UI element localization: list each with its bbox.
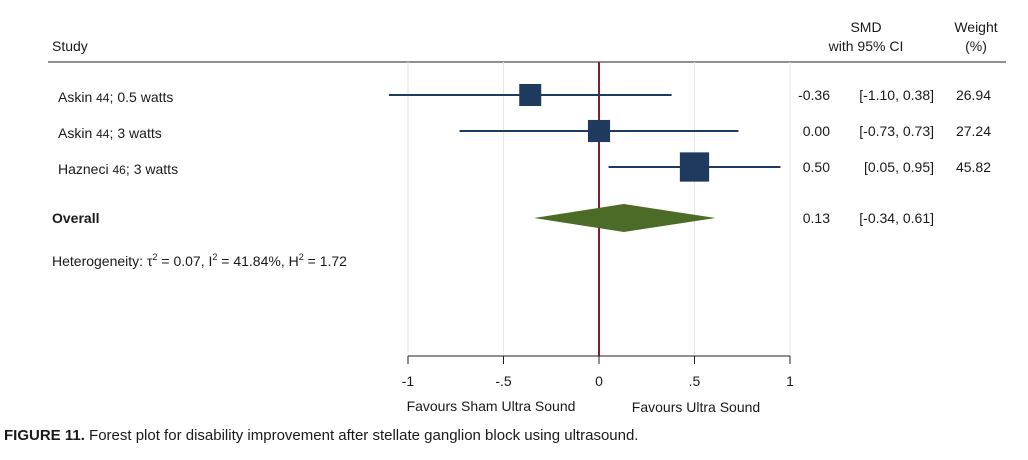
x-tick-label-4: 1 (786, 373, 794, 389)
smd-value-2: 0.50 (803, 159, 830, 175)
marks-layer (388, 84, 781, 232)
forest-plot: Study SMD with 95% CI Weight (%) Askin 4… (48, 19, 1006, 415)
h-squared-value: = 1.72 (304, 253, 347, 269)
x-axis: -1 -.5 0 .5 1 (402, 355, 794, 389)
ci-value-2: [0.05, 0.95] (864, 159, 934, 175)
favours-right-label: Favours Ultra Sound (632, 399, 760, 415)
study-label-0: Askin 44; 0.5 watts (58, 89, 173, 105)
tau-value: = 0.07, (158, 253, 209, 269)
weight-column-header-line1: Weight (954, 19, 997, 35)
study-separator-1: ; (109, 125, 113, 141)
study-marker-0 (519, 84, 542, 106)
figure-caption-label: FIGURE 11. (4, 427, 85, 444)
study-label-2: Hazneci 46; 3 watts (58, 161, 178, 177)
smd-value-0: -0.36 (798, 87, 830, 103)
overall-ci-value: [-0.34, 0.61] (859, 210, 934, 226)
tau-symbol: τ (147, 253, 153, 269)
overall-smd-value: 0.13 (803, 210, 830, 226)
study-name-2: Hazneci (58, 161, 112, 177)
i-squared-symbol: I (208, 253, 212, 269)
x-tick-label-0: -1 (402, 373, 415, 389)
study-separator-0: ; (109, 89, 113, 105)
figure-caption-text: Forest plot for disability improvement a… (84, 427, 639, 444)
h-squared-superscript: 2 (299, 252, 304, 262)
labels-layer: Askin 44; 0.5 watts -0.36 [-1.10, 0.38] 26.9… (52, 87, 991, 226)
x-tick-label-2: 0 (595, 373, 603, 389)
study-detail-0: 0.5 watts (117, 89, 173, 105)
x-tick-label-3: .5 (689, 373, 701, 389)
study-detail-1: 3 watts (117, 125, 161, 141)
i-squared-superscript: 2 (212, 252, 217, 262)
study-reference-1: 44 (96, 127, 110, 141)
study-detail-2: 3 watts (134, 161, 178, 177)
study-name-0: Askin (58, 89, 96, 105)
ci-value-0: [-1.10, 0.38] (859, 87, 934, 103)
weight-value-0: 26.94 (956, 87, 991, 103)
weight-value-1: 27.24 (956, 123, 991, 139)
smd-column-header-line2: with 95% CI (828, 38, 904, 54)
heterogeneity-text: Heterogeneity: τ2 = 0.07, I2 = 41.84%, H… (52, 252, 347, 269)
smd-value-1: 0.00 (803, 123, 830, 139)
figure-caption: FIGURE 11. Forest plot for disability im… (4, 427, 638, 444)
weight-column-header-line2: (%) (965, 38, 987, 54)
weight-value-2: 45.82 (956, 159, 991, 175)
tau-superscript: 2 (152, 252, 157, 262)
study-name-1: Askin (58, 125, 96, 141)
study-separator-2: ; (126, 161, 130, 177)
ci-value-1: [-0.73, 0.73] (859, 123, 934, 139)
study-reference-0: 44 (96, 91, 110, 105)
study-marker-1 (587, 119, 611, 143)
x-tick-label-1: -.5 (495, 373, 512, 389)
study-marker-2 (679, 152, 710, 182)
overall-diamond (534, 204, 716, 232)
h-squared-symbol: H (289, 253, 299, 269)
study-label-1: Askin 44; 3 watts (58, 125, 162, 141)
study-reference-2: 46 (112, 163, 126, 177)
overall-label: Overall (52, 210, 99, 226)
i-squared-value: = 41.84%, (217, 253, 288, 269)
favours-left-label: Favours Sham Ultra Sound (407, 398, 576, 414)
smd-column-header-line1: SMD (850, 19, 881, 35)
heterogeneity-prefix: Heterogeneity: (52, 253, 147, 269)
study-column-header: Study (52, 38, 88, 54)
